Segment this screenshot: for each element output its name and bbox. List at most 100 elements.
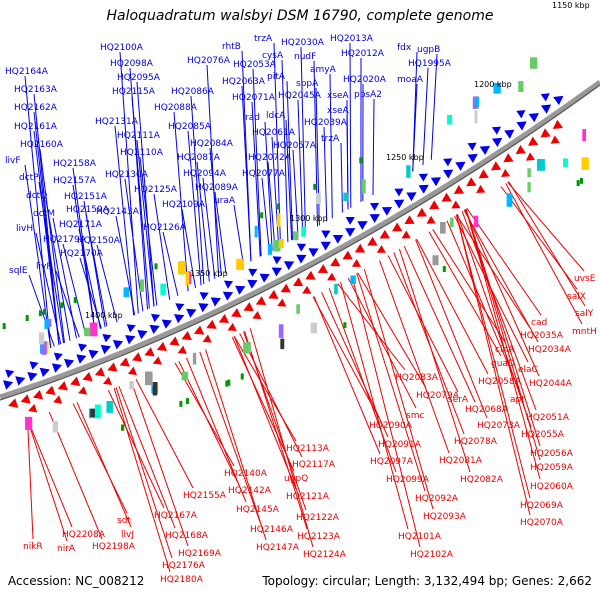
reverse-gene-arrow <box>227 322 237 332</box>
reverse-gene-arrow <box>327 272 337 281</box>
cog-feature-box <box>144 371 153 386</box>
cog-feature-boxes <box>25 57 589 433</box>
reverse-gene-arrow <box>268 289 279 299</box>
reverse-gene-arrow <box>32 389 44 400</box>
forward-gene-callout <box>273 42 282 247</box>
reverse-gene-callout <box>328 288 397 473</box>
cog-feature-box <box>90 408 98 417</box>
forward-gene-callout <box>264 121 273 251</box>
cog-feature-box <box>278 238 284 248</box>
reverse-gene-arrow <box>478 169 489 179</box>
forward-gene-callout <box>292 149 299 237</box>
forward-gene-arrow <box>491 126 502 135</box>
forward-gene-arrow <box>467 142 477 151</box>
forward-gene-arrow <box>479 145 490 156</box>
reverse-gene-arrow <box>525 152 535 161</box>
forward-gene-label: HQ2143A <box>96 207 140 217</box>
forward-gene-arrow <box>345 228 356 237</box>
forward-gene-callout <box>190 95 205 285</box>
rna-feature <box>154 263 158 270</box>
reverse-gene-arrow <box>354 243 366 253</box>
cog-feature-box <box>581 157 589 170</box>
forward-gene-callout <box>251 101 261 257</box>
forward-gene-arrow <box>406 192 417 202</box>
reverse-gene-arrow <box>277 298 287 307</box>
reverse-gene-label: HQ2078A <box>454 437 498 447</box>
reverse-gene-label: HQ2082A <box>460 475 504 485</box>
reverse-gene-callout <box>233 335 297 490</box>
forward-gene-arrow <box>125 335 136 345</box>
reverse-gene-callout <box>115 387 173 559</box>
reverse-gene-label: HQ2060A <box>530 482 574 492</box>
reverse-gene-callout <box>357 272 427 389</box>
forward-gene-arrow <box>430 177 442 187</box>
reverse-gene-arrow <box>391 222 403 232</box>
rna-feature <box>38 310 42 317</box>
reverse-gene-arrow <box>243 302 254 312</box>
reverse-gene-callout <box>312 296 380 419</box>
reverse-gene-arrow <box>503 153 514 163</box>
reverse-gene-callout <box>231 336 295 472</box>
cog-feature-box <box>278 324 284 338</box>
reverse-gene-callout <box>463 209 539 343</box>
reverse-gene-callout <box>27 419 68 542</box>
cog-feature-box <box>296 304 300 314</box>
forward-gene-arrow <box>222 291 234 301</box>
cog-feature-box <box>273 239 281 252</box>
reverse-gene-label: apt <box>510 395 525 405</box>
cog-feature-box <box>518 81 524 93</box>
reverse-gene-arrow <box>292 277 304 287</box>
reverse-gene-label: HQ2092A <box>415 494 459 504</box>
reverse-gene-callout <box>244 331 308 530</box>
position-tick-label: 1350 kbp <box>190 269 228 278</box>
forward-gene-arrow <box>137 330 148 340</box>
forward-gene-callout <box>340 142 343 213</box>
cog-feature-box <box>563 158 569 167</box>
forward-gene-arrow <box>553 95 564 106</box>
forward-gene-label: HQ2086A <box>171 87 215 97</box>
forward-gene-callout <box>252 68 262 257</box>
reverse-gene-label: HQ2180A <box>160 575 204 585</box>
forward-gene-arrow <box>394 199 405 209</box>
rna-feature <box>240 373 244 380</box>
forward-gene-label: HQ2161A <box>14 122 58 132</box>
reverse-gene-label: HQ2176A <box>162 561 206 571</box>
rna-feature <box>60 302 64 309</box>
reverse-gene-callout <box>239 333 303 458</box>
cog-feature-box <box>236 258 245 271</box>
reverse-gene-arrow <box>177 345 187 354</box>
forward-gene-label: livF <box>5 156 21 166</box>
cog-feature-box <box>473 215 479 228</box>
forward-gene-label: HQ2053A <box>233 60 277 70</box>
forward-gene-arrow <box>259 273 270 283</box>
forward-gene-label: dctQ <box>26 191 47 201</box>
cog-feature-box <box>506 193 513 207</box>
forward-gene-arrow <box>394 188 404 197</box>
cog-feature-box <box>106 400 113 413</box>
reverse-gene-callout <box>456 214 531 329</box>
cog-feature-box <box>185 271 190 286</box>
rna-feature <box>73 297 77 304</box>
cog-feature-box <box>46 318 52 328</box>
forward-gene-callout <box>372 98 375 195</box>
forward-gene-arrow <box>112 340 124 350</box>
forward-gene-callout <box>62 243 87 335</box>
forward-gene-label: HQ2089A <box>195 183 239 193</box>
reverse-gene-label: HQ2068A <box>465 405 509 415</box>
forward-gene-callout <box>196 161 210 282</box>
forward-gene-arrow <box>3 380 14 390</box>
reverse-gene-arrow <box>202 334 212 343</box>
forward-gene-label: HQ2109A <box>162 200 206 210</box>
cog-feature-box <box>582 129 587 142</box>
cog-feature-box <box>276 213 281 227</box>
forward-gene-arrow <box>455 161 466 171</box>
reverse-gene-arrow <box>193 325 205 335</box>
rna-feature <box>313 183 317 190</box>
rna-feature <box>277 203 281 210</box>
rna-feature <box>579 177 583 184</box>
reverse-gene-arrow <box>127 366 137 376</box>
forward-gene-callout <box>162 231 179 297</box>
reverse-gene-label: HQ2101A <box>398 532 442 542</box>
forward-gene-label: HQ2170A <box>60 249 104 259</box>
cog-feature-box <box>310 322 318 334</box>
